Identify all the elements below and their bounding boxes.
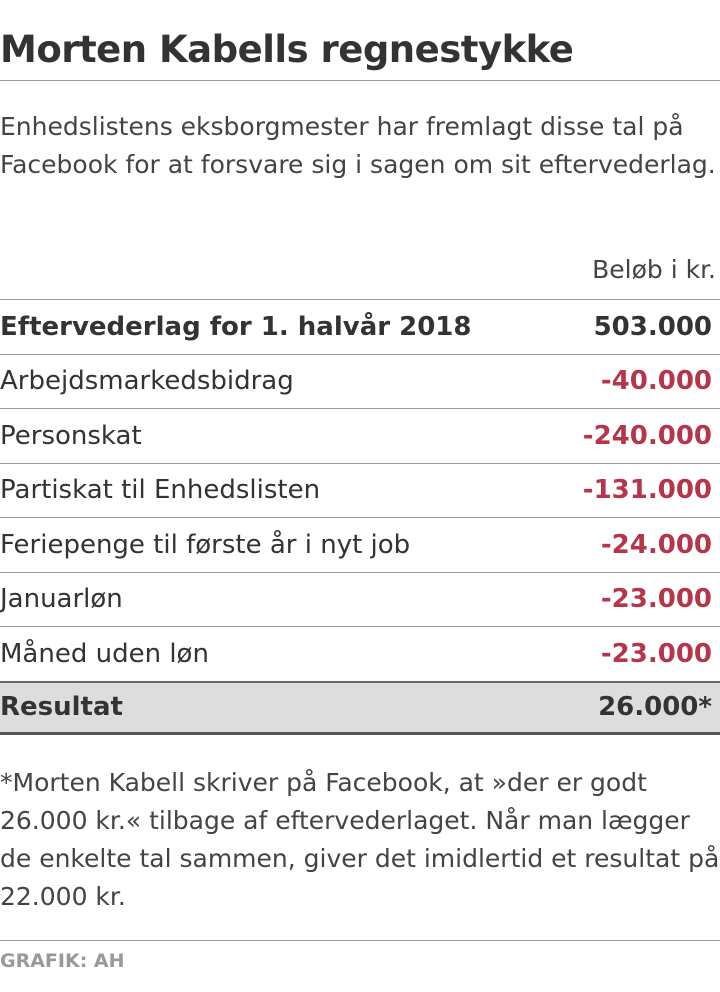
- amount: -131.000: [582, 475, 712, 505]
- table-row: Januarløn -23.000: [0, 571, 720, 626]
- amount: -23.000: [600, 638, 712, 669]
- label: Arbejdsmarkedsbidrag: [0, 366, 294, 396]
- amount: -23.000: [600, 584, 712, 614]
- footnote: *Morten Kabell skriver på Facebook, at »…: [0, 768, 720, 911]
- credit: GRAFIK: AH: [0, 950, 125, 972]
- subtitle: Enhedslistens eksborgmester har fremlagt…: [0, 112, 716, 179]
- amount: -40.000: [600, 366, 712, 396]
- label: Resultat: [0, 692, 123, 722]
- amount: 503.000: [593, 311, 712, 342]
- table-row: Arbejdsmarkedsbidrag -40.000: [0, 353, 720, 408]
- table-row: Resultat 26.000*: [0, 680, 720, 735]
- label: Januarløn: [0, 584, 123, 614]
- label: Eftervederlag for 1. halvår 2018: [0, 311, 472, 342]
- table-row: Feriepenge til første år i nyt job -24.00…: [0, 517, 720, 571]
- divider: [0, 80, 720, 81]
- label: Måned uden løn: [0, 638, 209, 669]
- table-row: Partiskat til Enhedslisten -131.000: [0, 462, 720, 517]
- table-row: Personskat -240.000: [0, 408, 720, 462]
- label: Partiskat til Enhedslisten: [0, 475, 321, 505]
- amount: -240.000: [582, 420, 712, 451]
- label: Feriepenge til første år i nyt job: [0, 529, 411, 560]
- divider: [0, 940, 720, 941]
- amount: 26.000*: [598, 692, 712, 722]
- table-row: Måned uden løn -23.000: [0, 626, 720, 680]
- table-row: Eftervederlag for 1. halvår 2018 503.000: [0, 299, 720, 353]
- amount: -24.000: [600, 529, 712, 560]
- label: Personskat: [0, 420, 142, 451]
- title: Morten Kabells regnestykke: [0, 28, 574, 71]
- column-header: Beløb i kr.: [592, 255, 716, 284]
